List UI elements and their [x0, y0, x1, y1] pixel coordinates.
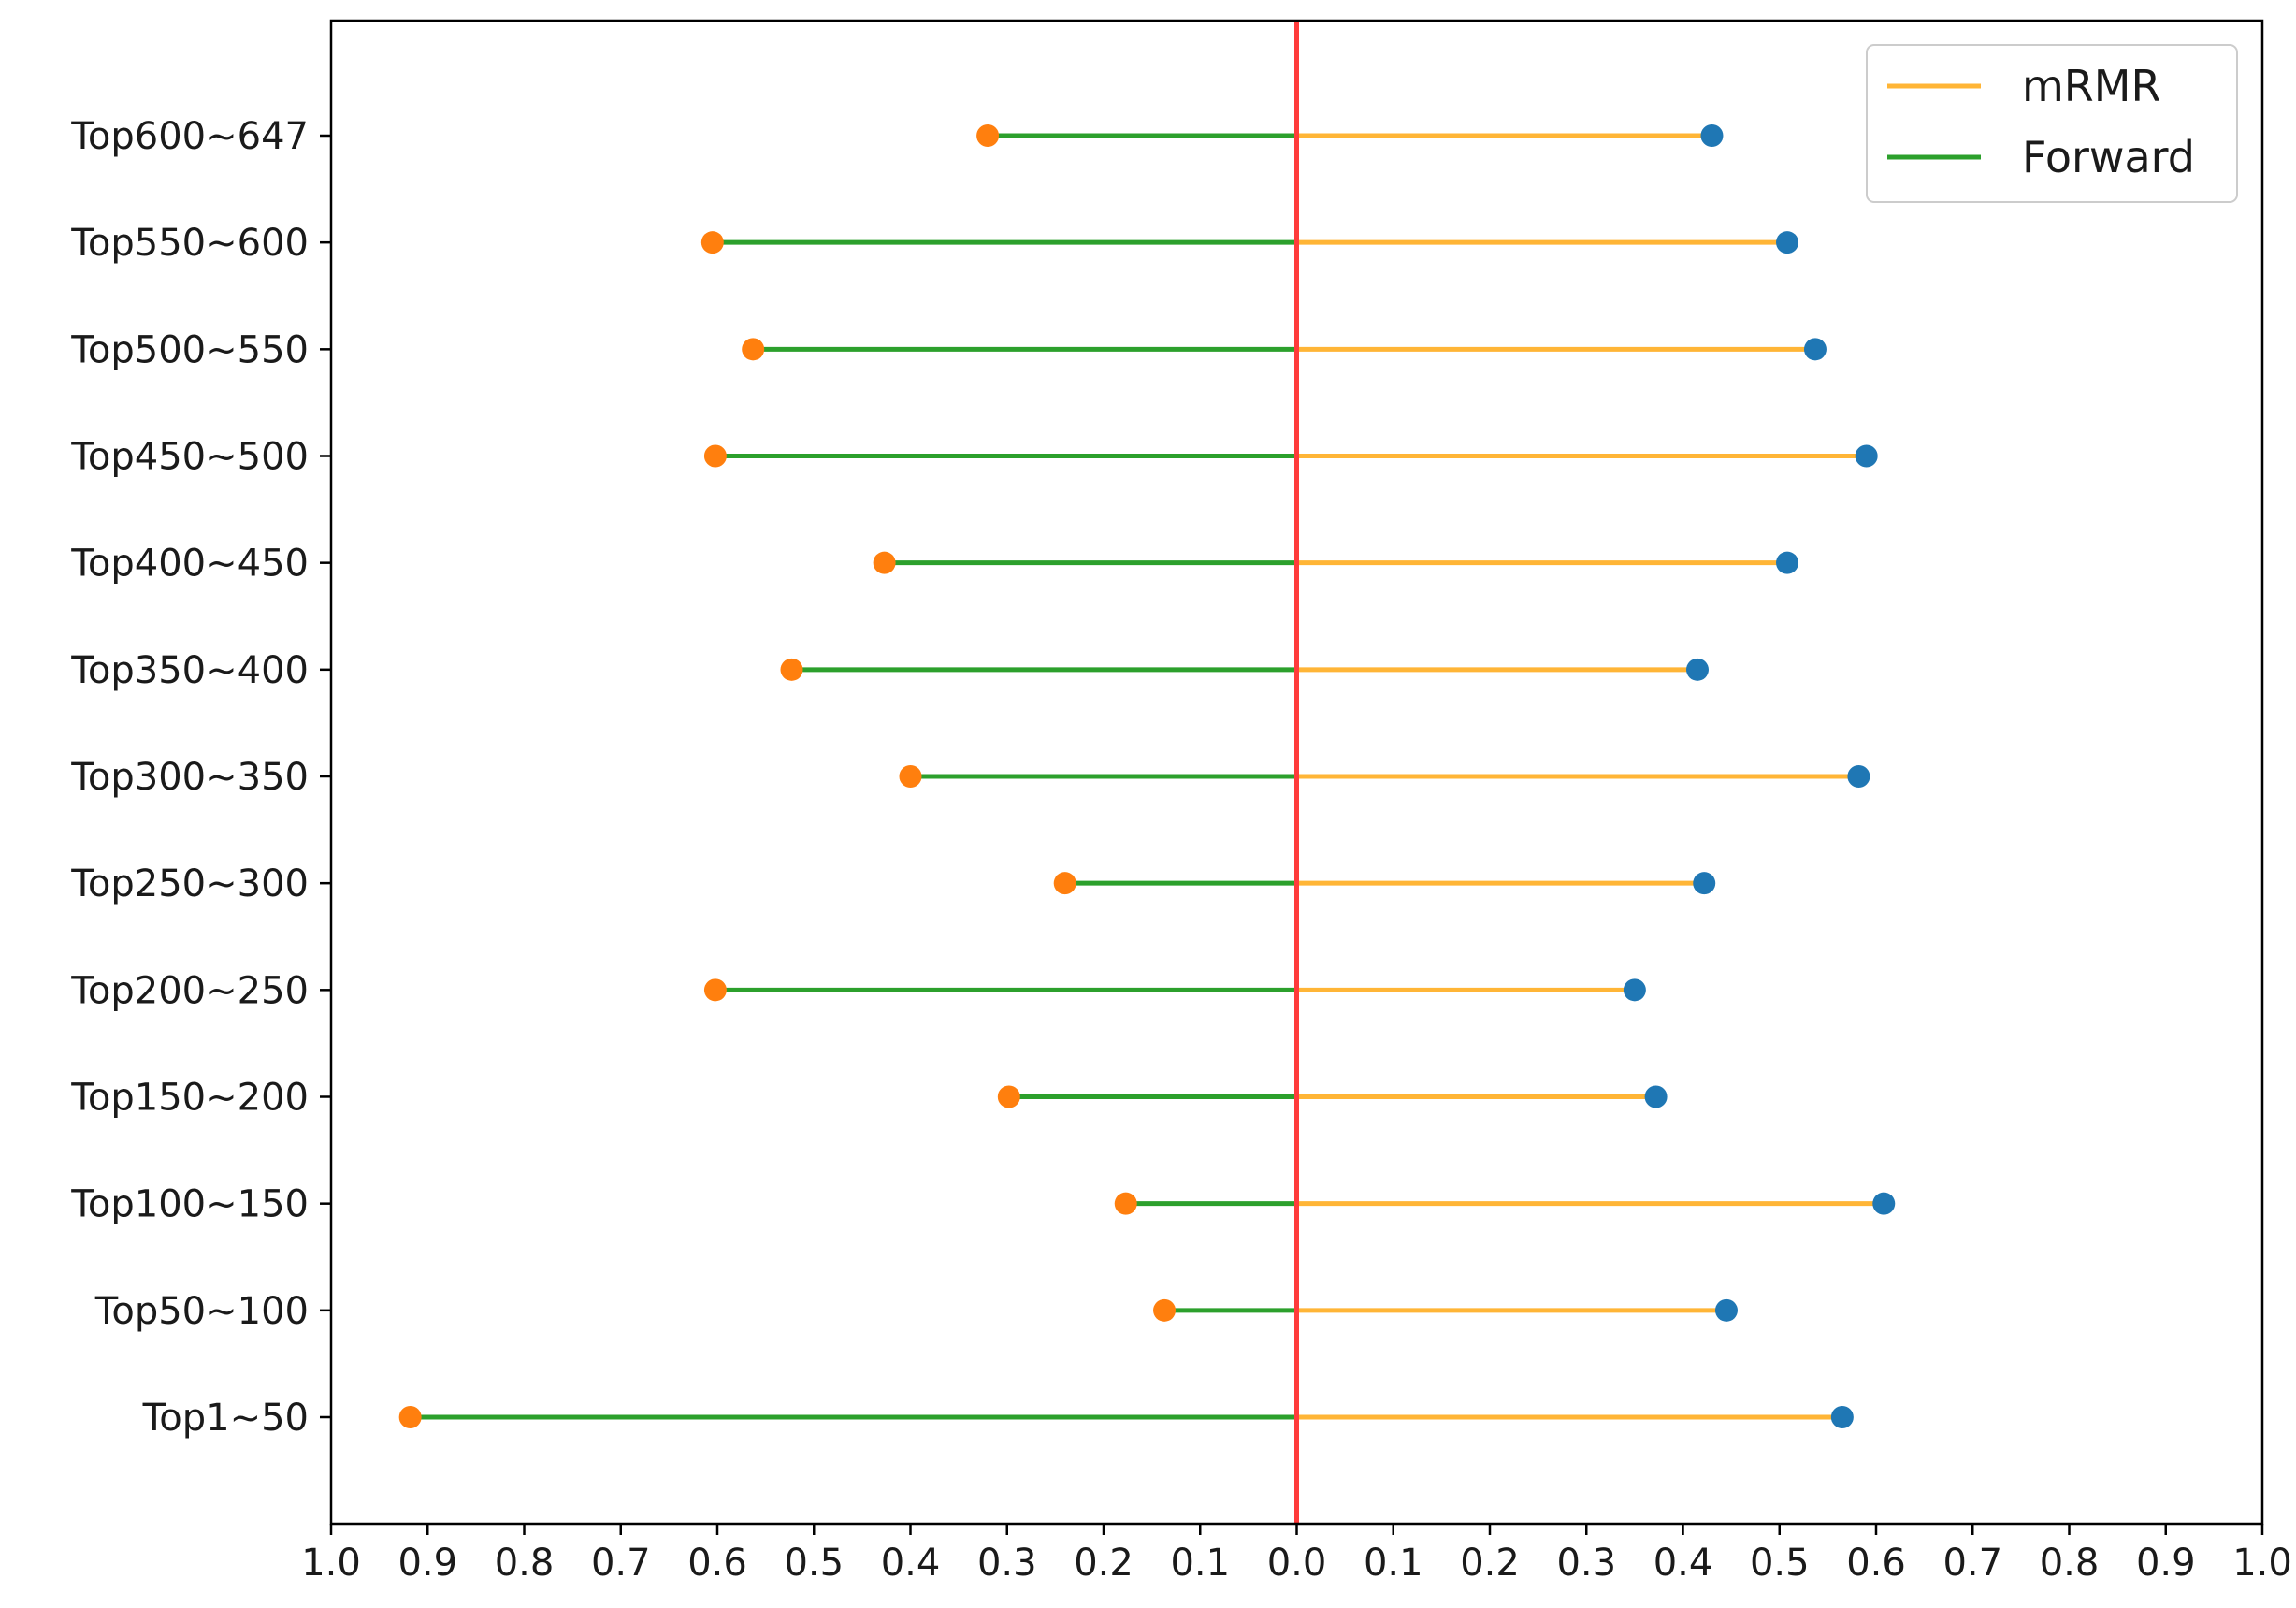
- point-forward-1: [398, 1406, 422, 1428]
- x-tick-label: 0.5: [784, 1542, 844, 1585]
- x-tick-label: 0.6: [1846, 1542, 1906, 1585]
- y-tick-label: Top400~450: [70, 543, 309, 586]
- x-tick-label: 0.5: [1750, 1542, 1810, 1585]
- x-tick-label: 0.7: [591, 1542, 651, 1585]
- x-tick-label: 0.4: [1653, 1542, 1713, 1585]
- point-mrmr-13: [1700, 124, 1724, 147]
- y-tick-label: Top300~350: [70, 756, 309, 799]
- y-tick-label: Top100~150: [70, 1183, 309, 1226]
- x-tick-label: 1.0: [301, 1542, 361, 1585]
- point-mrmr-8: [1685, 658, 1709, 681]
- point-mrmr-6: [1693, 872, 1716, 895]
- point-mrmr-1: [1830, 1406, 1854, 1428]
- y-tick-label: Top150~200: [70, 1077, 309, 1120]
- x-axis: 1.0 0.9 0.8 0.7 0.6 0.5 0.4 0.3 0.2 0.1 0.0 0.1 0.2 0…: [301, 1524, 2292, 1585]
- x-tick-label: 0.8: [2040, 1542, 2100, 1585]
- legend: mRMR Forward: [1866, 44, 2238, 203]
- point-mrmr-11: [1803, 338, 1827, 361]
- x-tick-label: 0.9: [2136, 1542, 2196, 1585]
- y-tick-label: Top200~250: [70, 969, 309, 1012]
- point-forward-4: [997, 1085, 1020, 1108]
- point-mrmr-3: [1872, 1192, 1896, 1215]
- point-mrmr-12: [1776, 231, 1799, 254]
- x-tick-label: 0.9: [397, 1542, 457, 1585]
- x-tick-label: 0.4: [881, 1542, 941, 1585]
- point-mrmr-10: [1855, 444, 1878, 468]
- y-tick-label: Top1~50: [142, 1397, 309, 1440]
- point-forward-11: [742, 338, 765, 361]
- y-tick-label: Top550~600: [70, 222, 309, 265]
- point-forward-12: [700, 231, 724, 254]
- point-forward-13: [976, 124, 1000, 147]
- x-tick-label: 0.6: [687, 1542, 747, 1585]
- point-forward-6: [1053, 872, 1076, 895]
- point-mrmr-5: [1623, 978, 1646, 1002]
- x-tick-label: 1.0: [2232, 1542, 2292, 1585]
- x-tick-label: 0.2: [1074, 1542, 1134, 1585]
- point-mrmr-9: [1776, 551, 1799, 574]
- y-tick-label: Top50~100: [94, 1290, 309, 1333]
- y-tick-label: Top250~300: [70, 862, 309, 905]
- point-forward-3: [1114, 1192, 1137, 1215]
- x-tick-label: 0.1: [1170, 1542, 1230, 1585]
- point-forward-2: [1153, 1298, 1177, 1322]
- x-tick-label: 0.3: [1556, 1542, 1616, 1585]
- y-tick-label: Top450~500: [70, 436, 309, 479]
- point-forward-10: [703, 444, 727, 468]
- x-tick-label: 0.1: [1364, 1542, 1423, 1585]
- point-forward-8: [780, 658, 803, 681]
- point-forward-5: [703, 978, 727, 1002]
- x-tick-label: 0.0: [1267, 1542, 1327, 1585]
- point-mrmr-2: [1714, 1298, 1738, 1322]
- point-forward-9: [873, 551, 896, 574]
- point-forward-7: [899, 765, 922, 788]
- point-mrmr-4: [1644, 1085, 1668, 1108]
- y-tick-label: Top500~550: [70, 328, 309, 371]
- x-tick-label: 0.7: [1942, 1542, 2002, 1585]
- bars-layer: [410, 133, 1884, 1420]
- x-tick-label: 0.2: [1460, 1542, 1520, 1585]
- legend-label-mrmr: mRMR: [2022, 61, 2160, 111]
- x-tick-label: 0.8: [495, 1542, 555, 1585]
- y-tick-label: Top600~647: [70, 115, 309, 158]
- legend-label-forward: Forward: [2022, 132, 2195, 182]
- y-tick-label: Top350~400: [70, 649, 309, 692]
- markers-layer: [398, 124, 1896, 1428]
- y-axis: Top1~50 Top50~100 Top100~150 Top150~200 Top2…: [70, 115, 331, 1440]
- point-mrmr-7: [1847, 765, 1870, 788]
- x-tick-label: 0.3: [977, 1542, 1037, 1585]
